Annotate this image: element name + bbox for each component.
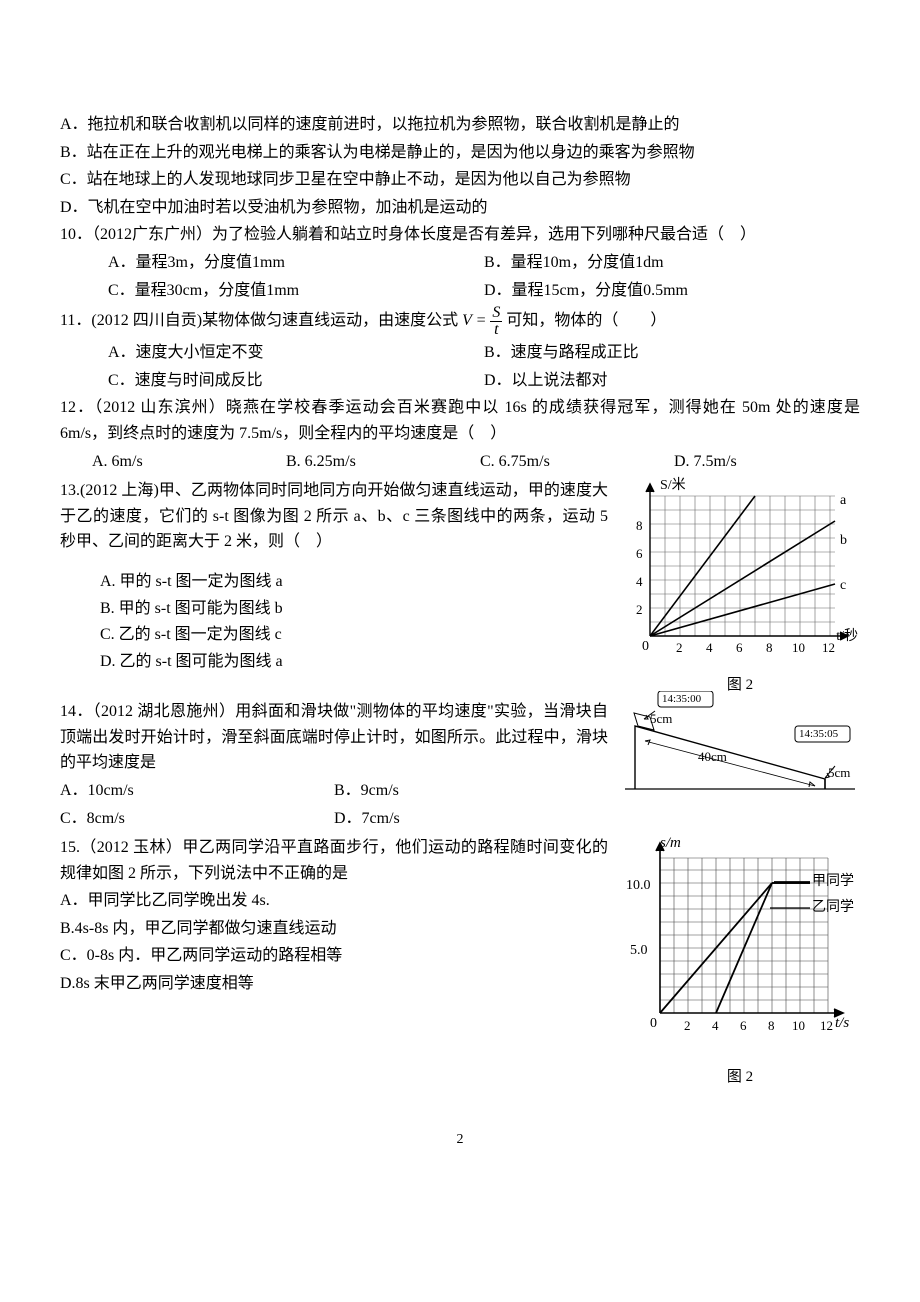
q14-options-row2: C．8cm/s D．7cm/s bbox=[60, 806, 608, 832]
q15-option-a: A．甲同学比乙同学晚出发 4s. bbox=[60, 888, 608, 914]
q11-options-row1: A．速度大小恒定不变 B．速度与路程成正比 bbox=[60, 340, 860, 366]
q15-stem: 15.（2012 玉林）甲乙两同学沿平直路面步行，他们运动的路程随时间变化的规律… bbox=[60, 835, 608, 886]
q13-xtick-4: 10 bbox=[792, 638, 805, 659]
q15-xtick-4: 10 bbox=[792, 1016, 805, 1037]
page-number: 2 bbox=[60, 1129, 860, 1151]
q13-line-b-label: b bbox=[840, 530, 847, 552]
q15-series-b: 乙同学 bbox=[812, 897, 854, 919]
q15-chart-xlabel: t/s bbox=[835, 1011, 849, 1035]
q14-option-d: D．7cm/s bbox=[334, 806, 608, 832]
q11-formula-num: S bbox=[490, 305, 502, 322]
q13-chart-ylabel: S/米 bbox=[660, 475, 686, 497]
q12-option-b: B. 6.25m/s bbox=[286, 449, 472, 475]
q11-stem-b: 可知，物体的（ ） bbox=[506, 312, 666, 329]
q10-option-d: D．量程15cm，分度值0.5mm bbox=[484, 278, 860, 304]
q15-chart-caption: 图 2 bbox=[620, 1065, 860, 1089]
q13-xtick-5: 12 bbox=[822, 638, 835, 659]
q9-option-d: D．飞机在空中加油时若以受油机为参照物，加油机是运动的 bbox=[60, 195, 860, 221]
q13-options: A. 甲的 s-t 图一定为图线 a B. 甲的 s-t 图可能为图线 b C.… bbox=[60, 569, 608, 674]
q13-ytick-1: 4 bbox=[636, 572, 643, 593]
q13-stem: 13.(2012 上海)甲、乙两物体同时同地同方向开始做匀速直线运动，甲的速度大… bbox=[60, 478, 608, 555]
q14-h2: 5cm bbox=[828, 763, 850, 784]
q15-option-b: B.4s-8s 内，甲乙同学都做匀速直线运动 bbox=[60, 916, 608, 942]
q15-ytick-1: 10.0 bbox=[626, 875, 651, 897]
q15-chart-ylabel: s/m bbox=[660, 831, 681, 855]
q13-line-a-label: a bbox=[840, 490, 846, 512]
q10-option-a: A．量程3m，分度值1mm bbox=[108, 250, 484, 276]
q13-chart-xlabel: t/秒 bbox=[836, 626, 858, 648]
q11-option-d: D．以上说法都对 bbox=[484, 368, 860, 394]
q13-xtick-3: 8 bbox=[766, 638, 773, 659]
q11-option-c: C．速度与时间成反比 bbox=[108, 368, 484, 394]
q12-option-c: C. 6.75m/s bbox=[480, 449, 666, 475]
q12-stem: 12．（2012 山东滨州）晓燕在学校春季运动会百米赛跑中以 16s 的成绩获得… bbox=[60, 395, 860, 446]
q13-option-b: B. 甲的 s-t 图可能为图线 b bbox=[100, 596, 608, 622]
q9-option-a: A．拖拉机和联合收割机以同样的速度前进时，以拖拉机为参照物，联合收割机是静止的 bbox=[60, 112, 860, 138]
q15-chart: s/m t/s 0 5.0 10.0 2 4 6 8 10 12 甲同学 乙同学 bbox=[620, 833, 860, 1063]
q14-h1: 5cm bbox=[650, 709, 672, 730]
q14-stem: 14．（2012 湖北恩施州）用斜面和滑块做"测物体的平均速度"实验，当滑块自顶… bbox=[60, 699, 608, 776]
q11-formula-frac: S t bbox=[490, 305, 502, 338]
q11-options-row2: C．速度与时间成反比 D．以上说法都对 bbox=[60, 368, 860, 394]
q13-xtick-1: 4 bbox=[706, 638, 713, 659]
q10-options-row2: C．量程30cm，分度值1mm D．量程15cm，分度值0.5mm bbox=[60, 278, 860, 304]
q13-ytick-2: 6 bbox=[636, 544, 643, 565]
q15-xtick-3: 8 bbox=[768, 1016, 775, 1037]
q13-chart: S/米 t/秒 0 2 4 6 8 10 12 2 4 6 8 a b c bbox=[620, 476, 860, 671]
q14-len: 40cm bbox=[698, 747, 727, 768]
q12-options: A. 6m/s B. 6.25m/s C. 6.75m/s D. 7.5m/s bbox=[60, 449, 860, 475]
q10-stem: 10．（2012广东广州）为了检验人躺着和站立时身体长度是否有差异，选用下列哪种… bbox=[60, 222, 860, 248]
q14-option-c: C．8cm/s bbox=[60, 806, 334, 832]
q13-ytick-3: 8 bbox=[636, 516, 643, 537]
q15-option-d: D.8s 末甲乙两同学速度相等 bbox=[60, 971, 608, 997]
q14-figure: 14:35:00 14:35:05 5cm 5cm 40cm bbox=[620, 691, 860, 801]
q13-chart-origin: 0 bbox=[642, 636, 649, 658]
q11-formula-v: V = bbox=[462, 312, 486, 329]
q13-xtick-0: 2 bbox=[676, 638, 683, 659]
q14-t1: 14:35:00 bbox=[662, 691, 701, 709]
q11-formula-den: t bbox=[492, 322, 500, 338]
q15-series-a: 甲同学 bbox=[812, 871, 854, 893]
q11-stem: 11．(2012 四川自贡)某物体做匀速直线运动，由速度公式 V = S t 可… bbox=[60, 305, 860, 338]
q15-xtick-5: 12 bbox=[820, 1016, 833, 1037]
q15-xtick-0: 2 bbox=[684, 1016, 691, 1037]
q14-options-row1: A．10cm/s B．9cm/s bbox=[60, 778, 608, 804]
q9-option-b: B．站在正在上升的观光电梯上的乘客认为电梯是静止的，是因为他以身边的乘客为参照物 bbox=[60, 140, 860, 166]
q15-xtick-1: 4 bbox=[712, 1016, 719, 1037]
q15-chart-origin: 0 bbox=[650, 1013, 657, 1035]
q15-ytick-0: 5.0 bbox=[630, 940, 648, 962]
q13-option-d: D. 乙的 s-t 图可能为图线 a bbox=[100, 649, 608, 675]
q12-option-d: D. 7.5m/s bbox=[674, 449, 860, 475]
q13-xtick-2: 6 bbox=[736, 638, 743, 659]
q13-line-c-label: c bbox=[840, 575, 846, 597]
q10-option-b: B．量程10m，分度值1dm bbox=[484, 250, 860, 276]
q15-xtick-2: 6 bbox=[740, 1016, 747, 1037]
q14-t2: 14:35:05 bbox=[799, 726, 838, 744]
q12-option-a: A. 6m/s bbox=[92, 449, 278, 475]
q11-stem-a: 11．(2012 四川自贡)某物体做匀速直线运动，由速度公式 bbox=[60, 312, 458, 329]
q11-option-b: B．速度与路程成正比 bbox=[484, 340, 860, 366]
q13-option-c: C. 乙的 s-t 图一定为图线 c bbox=[100, 622, 608, 648]
q11-option-a: A．速度大小恒定不变 bbox=[108, 340, 484, 366]
q14-option-a: A．10cm/s bbox=[60, 778, 334, 804]
q9-option-c: C．站在地球上的人发现地球同步卫星在空中静止不动，是因为他以自己为参照物 bbox=[60, 167, 860, 193]
q15-option-c: C．0-8s 内．甲乙两同学运动的路程相等 bbox=[60, 943, 608, 969]
q10-options-row1: A．量程3m，分度值1mm B．量程10m，分度值1dm bbox=[60, 250, 860, 276]
q13-ytick-0: 2 bbox=[636, 600, 643, 621]
q10-option-c: C．量程30cm，分度值1mm bbox=[108, 278, 484, 304]
q13-option-a: A. 甲的 s-t 图一定为图线 a bbox=[100, 569, 608, 595]
q14-option-b: B．9cm/s bbox=[334, 778, 608, 804]
